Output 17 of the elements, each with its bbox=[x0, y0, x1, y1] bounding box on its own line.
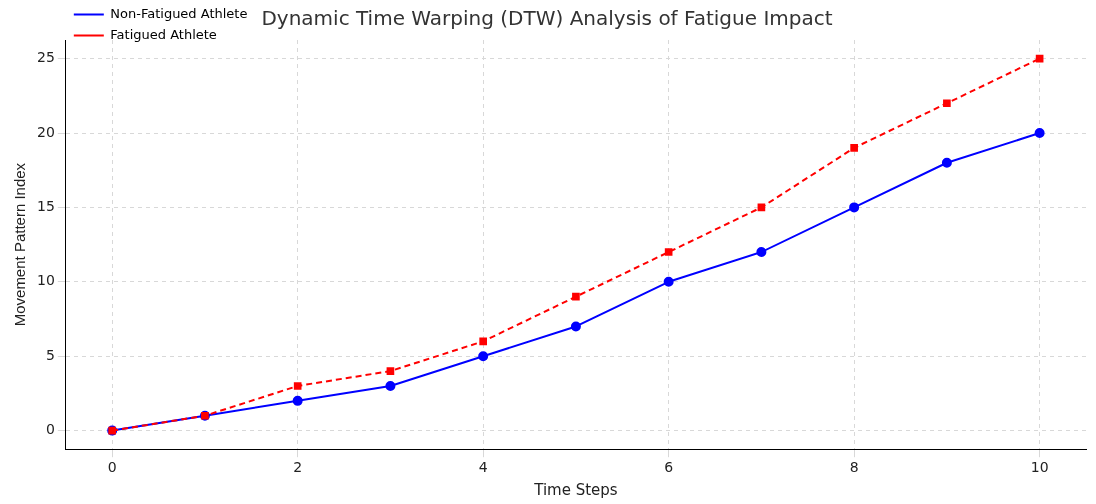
legend-label: Non-Fatigued Athlete bbox=[110, 5, 248, 21]
chart-title: Dynamic Time Warping (DTW) Analysis of Fatigue Impact bbox=[261, 6, 833, 31]
y-tick-label: 15 bbox=[36, 198, 55, 215]
x-tick-label: 4 bbox=[478, 459, 488, 476]
y-tick-label: 20 bbox=[36, 123, 55, 140]
x-tick-label: 8 bbox=[849, 459, 859, 476]
y-axis-title: Movement Pattern Index bbox=[11, 162, 29, 327]
x-tick-label: 2 bbox=[293, 459, 303, 476]
x-tick-label: 0 bbox=[107, 459, 117, 476]
x-tick-label: 10 bbox=[1030, 459, 1049, 476]
legend-label: Fatigued Athlete bbox=[110, 26, 217, 42]
y-tick-label: 25 bbox=[36, 49, 55, 66]
x-tick-label: 6 bbox=[664, 459, 674, 476]
y-tick-label: 5 bbox=[45, 346, 55, 363]
x-axis-title: Time Steps bbox=[533, 480, 618, 499]
y-tick-label: 0 bbox=[45, 421, 55, 438]
y-tick-label: 10 bbox=[36, 272, 55, 289]
